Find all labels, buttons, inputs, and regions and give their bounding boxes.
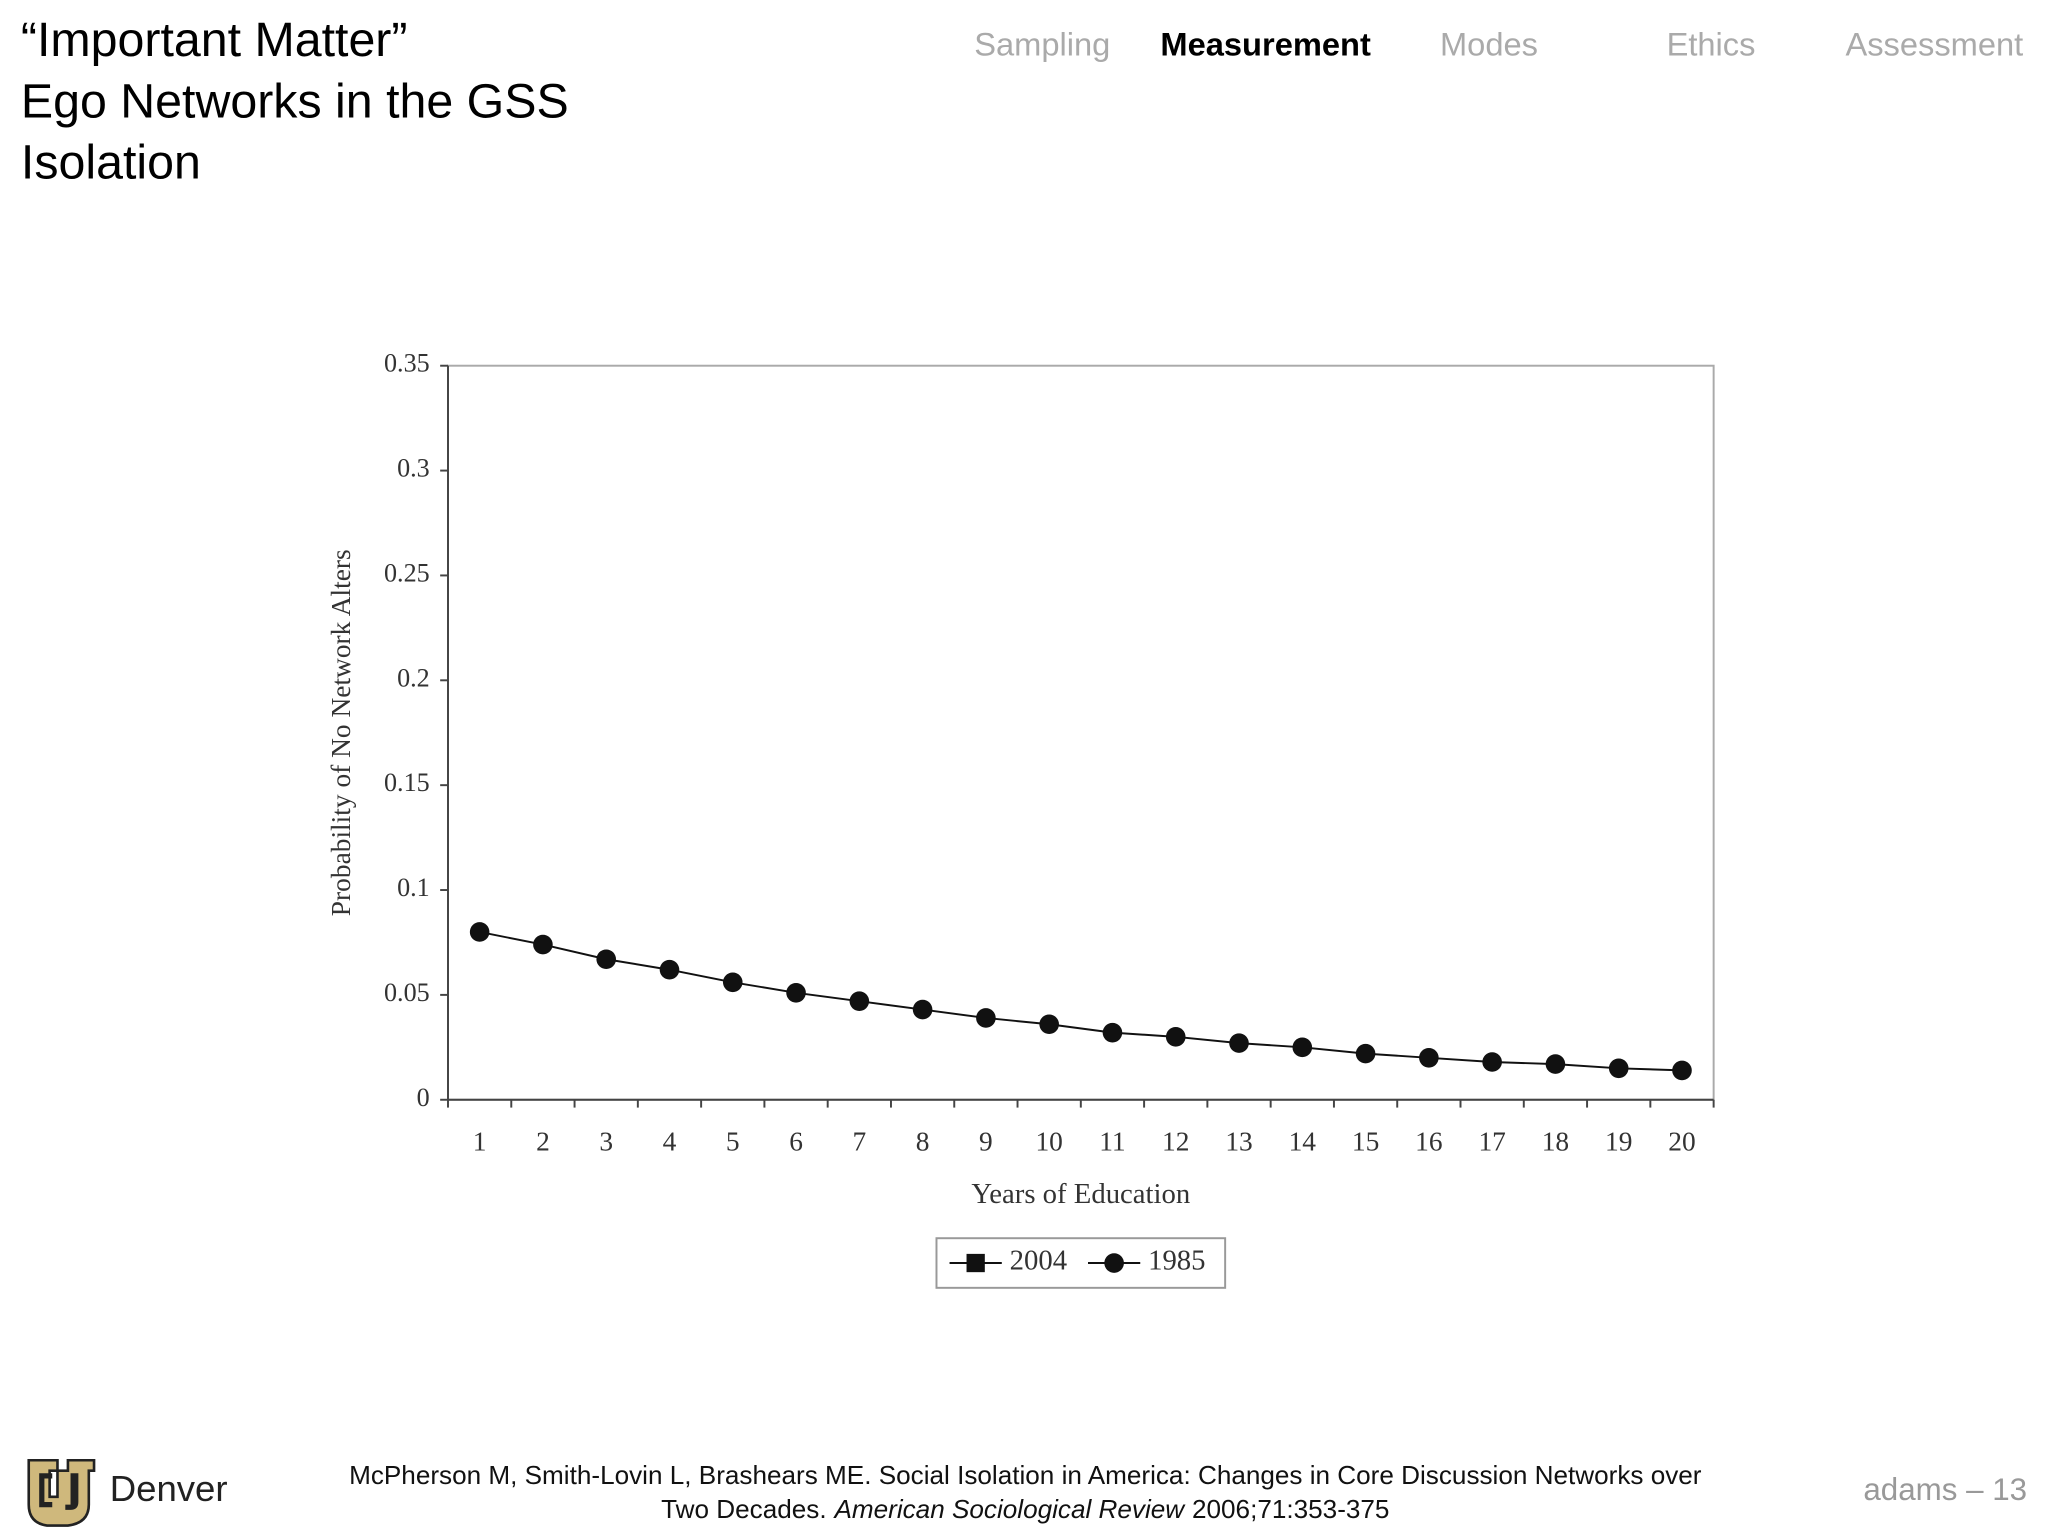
data-point xyxy=(976,1008,996,1028)
x-tick-label: 12 xyxy=(1162,1126,1189,1156)
data-point xyxy=(1165,1027,1186,1047)
page-number: adams – 13 xyxy=(1863,1472,2027,1507)
x-axis-label: Years of Education xyxy=(971,1178,1190,1210)
data-point xyxy=(1039,1014,1059,1035)
legend: 2004 1985 xyxy=(935,1237,1227,1289)
x-tick-label: 6 xyxy=(789,1126,803,1156)
nav-item[interactable]: Assessment xyxy=(1845,26,2023,63)
citation-text: Two Decades. xyxy=(661,1494,826,1524)
legend-marker xyxy=(966,1253,985,1273)
x-tick-label: 11 xyxy=(1099,1126,1125,1156)
x-tick-label: 15 xyxy=(1352,1126,1379,1156)
data-point xyxy=(1419,1048,1439,1068)
y-tick-label: 0 xyxy=(417,1083,430,1112)
x-tick-label: 9 xyxy=(979,1126,993,1156)
citation: McPherson M, Smith-Lovin L, Brashears ME… xyxy=(349,1460,1702,1490)
x-tick-label: 2 xyxy=(536,1126,550,1156)
y-tick-label: 0.1 xyxy=(397,873,430,902)
data-point xyxy=(1355,1043,1376,1064)
title-line: “Important Matter” xyxy=(21,13,408,67)
citation-details: 2006;71:353-375 xyxy=(1192,1494,1389,1524)
data-point xyxy=(912,999,933,1020)
x-tick-label: 8 xyxy=(916,1126,930,1156)
data-point xyxy=(1292,1037,1313,1058)
data-point xyxy=(1672,1060,1692,1081)
y-tick-label: 0.15 xyxy=(384,768,430,797)
x-tick-label: 5 xyxy=(726,1126,740,1156)
x-tick-label: 10 xyxy=(1035,1126,1062,1156)
nav-item[interactable]: Ethics xyxy=(1667,26,1756,63)
y-tick-label: 0.05 xyxy=(384,978,430,1007)
logo-mark xyxy=(27,1458,96,1527)
x-tick-label: 20 xyxy=(1668,1126,1695,1156)
data-point xyxy=(469,922,490,942)
x-tick-label: 13 xyxy=(1225,1126,1252,1156)
y-tick-label: 0.25 xyxy=(384,558,430,587)
nav-item[interactable]: Sampling xyxy=(974,26,1110,63)
citation: Two Decades. American Sociological Review… xyxy=(661,1494,1389,1524)
title: “Important Matter” Ego Networks in the GS… xyxy=(21,13,569,190)
y-tick-label: 0.35 xyxy=(384,349,430,378)
legend-marker xyxy=(1104,1253,1124,1273)
nav: Sampling Measurement Modes Ethics Assessment xyxy=(974,26,2023,63)
x-tick-label: 19 xyxy=(1605,1126,1632,1156)
nav-item[interactable]: Modes xyxy=(1440,26,1538,63)
data-point xyxy=(849,991,870,1011)
data-point xyxy=(659,959,680,980)
data-point xyxy=(596,949,616,970)
logo-text: Denver xyxy=(110,1468,228,1509)
data-point xyxy=(1608,1058,1629,1079)
x-tick-label: 7 xyxy=(852,1126,866,1156)
data-point xyxy=(533,934,553,955)
legend-label: 1985 xyxy=(1148,1245,1205,1277)
title-line: Ego Networks in the GSS xyxy=(21,74,569,128)
x-tick-label: 3 xyxy=(599,1126,613,1156)
data-point xyxy=(786,982,806,1003)
data-point xyxy=(1102,1022,1123,1043)
logo: Denver xyxy=(27,1458,228,1527)
y-tick-label: 0.3 xyxy=(397,454,430,483)
x-tick-label: 1 xyxy=(473,1126,487,1156)
series-line xyxy=(479,931,1683,1072)
nav-item[interactable]: Measurement xyxy=(1160,26,1371,63)
citation-journal: American Sociological Review xyxy=(832,1494,1186,1524)
title-line: Isolation xyxy=(21,136,201,190)
y-tick-label: 0.2 xyxy=(397,663,430,692)
x-tick-label: 18 xyxy=(1542,1126,1569,1156)
data-point xyxy=(722,972,743,993)
x-tick-label: 17 xyxy=(1478,1126,1505,1156)
x-tick-label: 16 xyxy=(1415,1126,1442,1156)
data-point xyxy=(1482,1052,1502,1072)
legend-label: 2004 xyxy=(1010,1245,1067,1277)
chart: 00.050.10.150.20.250.30.351 2 3 4 5 6 7 8 9 10 11 1… xyxy=(326,349,1715,1289)
data-point xyxy=(1545,1054,1566,1074)
y-axis-label: Probability of No Network Alters xyxy=(326,549,356,916)
x-tick-label: 14 xyxy=(1289,1126,1317,1156)
data-point xyxy=(1229,1033,1249,1053)
x-tick-label: 4 xyxy=(663,1126,677,1156)
